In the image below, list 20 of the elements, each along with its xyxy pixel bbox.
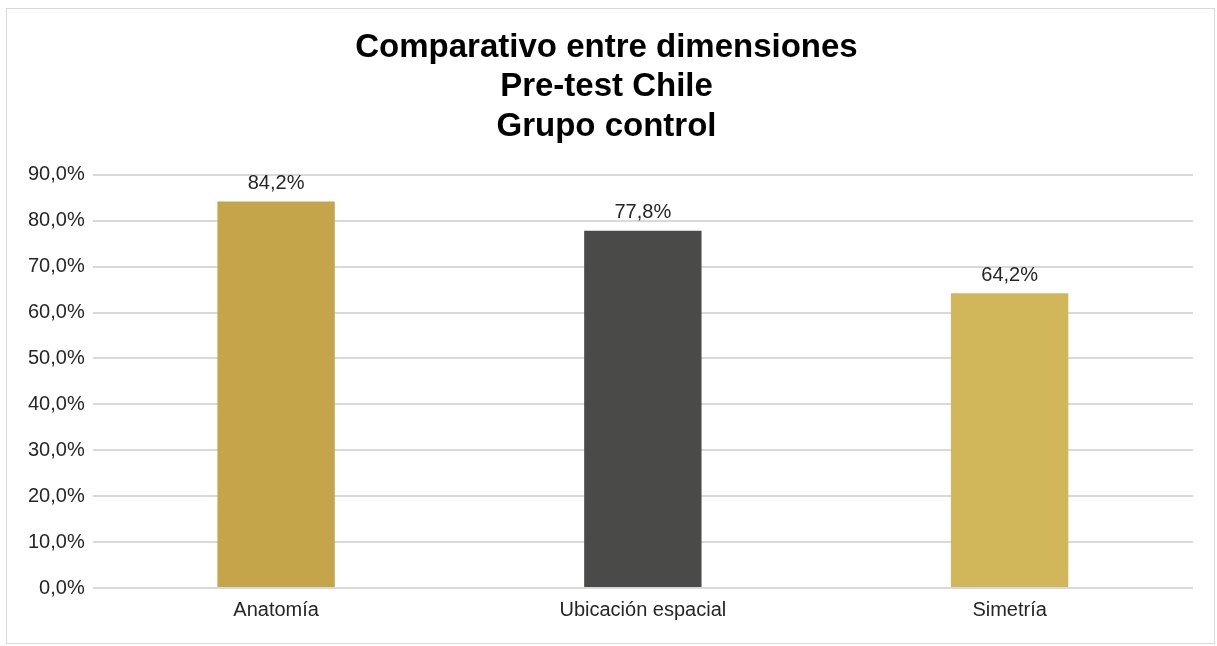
y-tick-label: 90,0% [27,162,85,185]
y-tick-label: 0,0% [39,575,85,598]
y-tick-label: 70,0% [27,254,85,277]
data-label: 84,2% [247,170,305,193]
x-tick-label: Simetría [972,597,1048,620]
x-tick-label: Ubicación espacial [559,597,727,620]
y-tick-label: 30,0% [27,437,85,460]
bar [584,230,702,587]
y-tick-label: 80,0% [27,208,85,231]
y-tick-label: 20,0% [27,483,85,506]
x-tick-label: Anatomía [233,597,320,620]
chart-title: Comparativo entre dimensiones Pre-test Chile Grupo control [355,26,858,144]
y-tick-label: 60,0% [27,300,85,323]
bar [950,293,1069,587]
y-tick-label: 50,0% [27,345,85,368]
y-tick-label: 10,0% [27,529,85,552]
data-label: 77,8% [614,200,672,223]
data-label: 64,2% [981,262,1039,285]
y-tick-label: 40,0% [27,391,85,414]
bar [217,201,335,587]
